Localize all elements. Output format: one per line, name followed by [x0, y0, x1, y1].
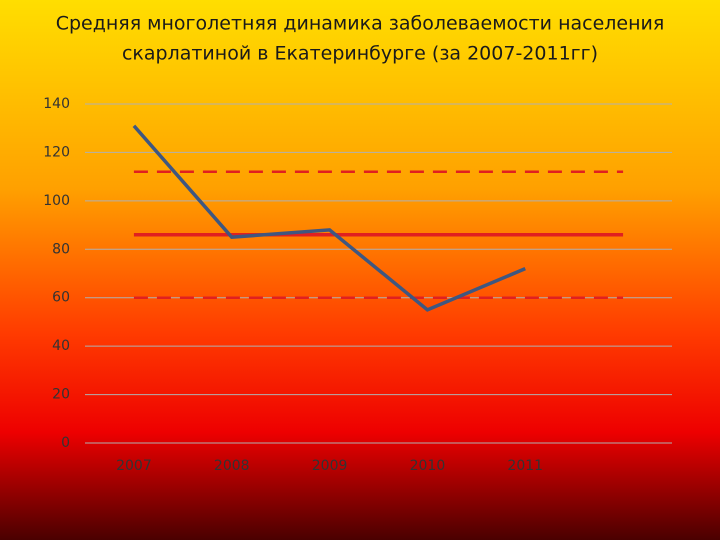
y-tick-label: 100 [43, 193, 70, 209]
y-tick-label: 120 [43, 144, 70, 160]
chart-title: скарлатиной в Екатеринбурге (за 2007-201… [122, 43, 598, 65]
x-tick-label: 2010 [410, 458, 446, 474]
x-tick-label: 2007 [116, 458, 152, 474]
x-tick-label: 2011 [507, 458, 543, 474]
y-tick-label: 0 [61, 435, 70, 451]
y-tick-label: 80 [52, 241, 70, 257]
series-line [132, 124, 526, 312]
chart-title: Средняя многолетняя динамика заболеваемо… [56, 13, 665, 35]
y-tick-label: 60 [52, 290, 70, 306]
y-tick-label: 40 [52, 338, 70, 354]
y-tick-label: 20 [52, 387, 70, 403]
y-tick-label: 140 [43, 96, 70, 112]
x-tick-label: 2008 [214, 458, 250, 474]
x-tick-label: 2009 [312, 458, 348, 474]
